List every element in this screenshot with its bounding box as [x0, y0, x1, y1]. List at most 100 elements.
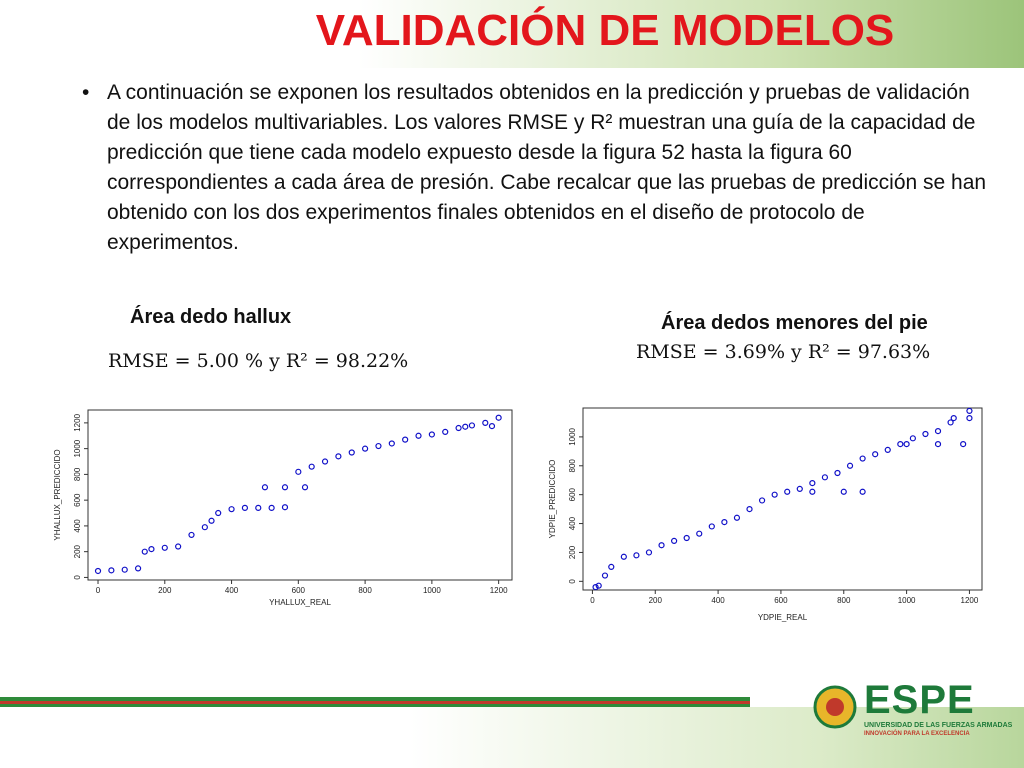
- point: [402, 436, 409, 443]
- y-tick-label: 600: [568, 487, 577, 501]
- point: [645, 549, 653, 556]
- y-tick-label: 800: [568, 459, 577, 473]
- point: [784, 488, 791, 495]
- point: [134, 565, 142, 572]
- point: [733, 514, 741, 521]
- point: [796, 485, 803, 492]
- point: [375, 442, 382, 450]
- y-tick-label: 1200: [73, 413, 82, 431]
- y-tick-label: 1000: [73, 439, 82, 457]
- y-tick-label: 200: [73, 544, 82, 558]
- point: [595, 582, 602, 589]
- plot-frame: [87, 409, 513, 581]
- point: [215, 509, 222, 517]
- x-tick-label: 200: [158, 586, 172, 595]
- logo: ESPE UNIVERSIDAD DE LAS FUERZAS ARMADAS …: [812, 678, 1012, 738]
- x-tick-label: 800: [358, 586, 372, 595]
- x-tick-label: 0: [96, 586, 101, 595]
- point: [121, 566, 128, 573]
- point: [208, 517, 215, 524]
- point: [872, 451, 879, 458]
- point: [321, 458, 329, 465]
- point: [261, 484, 269, 491]
- point: [488, 422, 496, 430]
- formula: RMSE = 3.69% y R² = 97.63%: [636, 341, 931, 363]
- point: [455, 424, 462, 432]
- y-axis-label: YDPIE_PREDICCIDO: [548, 460, 557, 539]
- point: [809, 488, 816, 495]
- point: [148, 545, 155, 553]
- point: [658, 542, 665, 549]
- point: [950, 415, 957, 422]
- logo-text: ESPE: [864, 678, 975, 722]
- x-tick-label: 1200: [961, 596, 979, 605]
- point: [758, 497, 766, 504]
- logo-subtitle: UNIVERSIDAD DE LAS FUERZAS ARMADAS: [864, 722, 1013, 729]
- point: [809, 480, 816, 487]
- point: [108, 567, 115, 574]
- point: [462, 423, 469, 430]
- point: [909, 435, 916, 442]
- stripe: [0, 701, 750, 704]
- point: [335, 453, 342, 460]
- formula: RMSE = 5.00 % y R² = 98.22%: [108, 350, 409, 372]
- y-tick-label: 400: [568, 516, 577, 530]
- point: [696, 530, 703, 537]
- point: [840, 488, 847, 495]
- point: [241, 504, 249, 511]
- top-bar: [0, 0, 1024, 68]
- point: [922, 430, 929, 438]
- y-tick-label: 200: [568, 545, 577, 559]
- chart: 0 200 400 600 800 1000 1200 0 200 400 600 800 1000 12…: [53, 409, 513, 607]
- caption: Área dedos menores del pie: [661, 312, 928, 334]
- point: [362, 445, 369, 452]
- point: [721, 519, 728, 526]
- point: [482, 419, 489, 426]
- point: [255, 504, 262, 511]
- point: [295, 468, 302, 475]
- point: [683, 534, 690, 542]
- caption: Área dedo hallux: [130, 306, 292, 328]
- y-tick-label: 400: [73, 519, 82, 533]
- point: [592, 584, 599, 591]
- bullet: •: [82, 81, 90, 104]
- body: • A continuación se exponen los resultad…: [82, 78, 997, 258]
- point: [442, 428, 449, 435]
- point: [846, 462, 854, 469]
- point: [601, 572, 609, 579]
- point: [821, 474, 829, 481]
- y-tick-label: 600: [73, 493, 82, 507]
- point: [947, 419, 954, 426]
- point: [348, 449, 355, 456]
- point: [175, 543, 182, 550]
- point: [903, 441, 910, 448]
- point: [771, 491, 778, 498]
- point: [415, 432, 422, 439]
- point: [966, 415, 973, 422]
- point: [388, 440, 395, 447]
- x-tick-label: 800: [837, 596, 851, 605]
- point: [188, 531, 195, 539]
- stripe: [0, 704, 750, 707]
- x-axis-label: YHALLUX_REAL: [269, 598, 331, 607]
- point: [94, 567, 102, 575]
- point: [268, 504, 275, 511]
- point: [966, 407, 973, 414]
- title: VALIDACIÓN DE MODELOS: [315, 6, 895, 55]
- x-tick-label: 400: [711, 596, 725, 605]
- point: [620, 553, 627, 560]
- point: [141, 548, 148, 555]
- point: [746, 506, 753, 513]
- point: [468, 422, 476, 429]
- x-tick-label: 1000: [423, 586, 441, 595]
- point: [633, 552, 640, 559]
- point: [834, 469, 841, 477]
- point: [884, 446, 891, 453]
- point: [960, 441, 967, 448]
- point: [671, 537, 678, 544]
- point: [934, 441, 942, 448]
- point: [281, 504, 289, 511]
- point: [428, 431, 435, 438]
- logo-motto: INNOVACIÓN PARA LA EXCELENCIA: [864, 731, 970, 737]
